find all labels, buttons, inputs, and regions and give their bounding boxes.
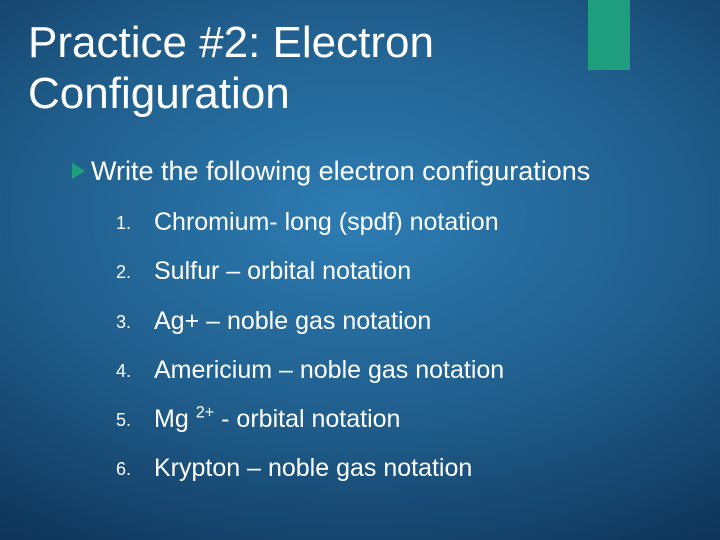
slide: Practice #2: Electron Configuration Writ… [0, 0, 720, 540]
list-item-suffix: - orbital notation [214, 405, 400, 433]
list-item-text: Krypton – noble gas notation [154, 454, 472, 482]
list-item-text: Americium – noble gas notation [154, 356, 504, 384]
lead-line: Write the following electron configurati… [72, 154, 680, 189]
lead-text: Write the following electron configurati… [91, 156, 590, 186]
list-item: Sulfur – orbital notation [116, 256, 680, 287]
list-item: Chromium- long (spdf) notation [116, 207, 680, 238]
slide-body: Write the following electron configurati… [72, 154, 680, 503]
list-item: Mg 2+ - orbital notation [116, 404, 680, 435]
list-item-text: Sulfur – orbital notation [154, 257, 411, 285]
list-item: Ag+ – noble gas notation [116, 306, 680, 337]
list-item: Americium – noble gas notation [116, 355, 680, 386]
list-item-text: Chromium- long (spdf) notation [154, 208, 499, 236]
slide-title: Practice #2: Electron Configuration [28, 18, 548, 119]
list-item: Krypton – noble gas notation [116, 453, 680, 484]
accent-bar [588, 0, 630, 70]
list-item-prefix: Mg [154, 405, 196, 433]
bullet-arrow-icon [72, 163, 85, 179]
list-item-superscript: 2+ [196, 404, 215, 422]
numbered-list: Chromium- long (spdf) notation Sulfur – … [72, 207, 680, 485]
list-item-text: Ag+ – noble gas notation [154, 307, 431, 335]
